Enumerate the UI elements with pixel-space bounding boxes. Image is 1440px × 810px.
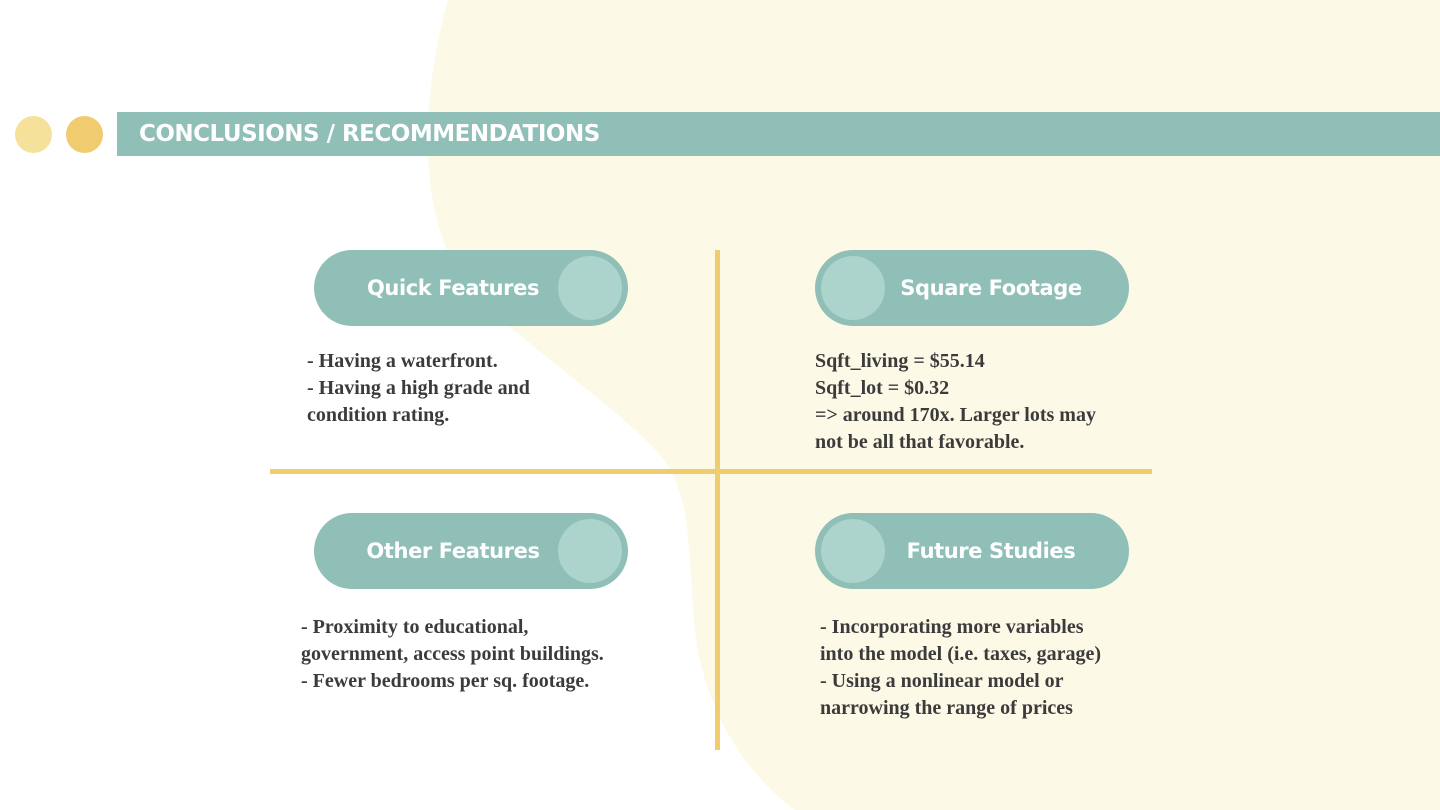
text-line: Sqft_living = $55.14 [815,350,985,372]
pill-circle [821,519,885,583]
pill-circle [821,256,885,320]
text-line: => around 170x. Larger lots may [815,404,1096,426]
text-line: - Using a nonlinear model or [820,670,1064,692]
square-footage-text: Sqft_living = $55.14 Sqft_lot = $0.32 =>… [815,348,1096,456]
text-line: narrowing the range of prices [820,697,1073,719]
pill-circle [558,256,622,320]
future-studies-pill: Future Studies [815,513,1129,589]
text-line: not be all that favorable. [815,431,1025,453]
title-band: CONCLUSIONS / RECOMMENDATIONS [117,112,1440,156]
pill-label: Quick Features [366,276,540,300]
pill-circle [558,519,622,583]
text-line: - Having a waterfront. [307,350,498,372]
decorative-dot-gold [66,116,103,153]
text-line: - Proximity to educational, [301,616,529,638]
text-line: - Incorporating more variables [820,616,1084,638]
text-line: into the model (i.e. taxes, garage) [820,643,1102,665]
text-line: government, access point buildings. [301,643,604,665]
cream-shape [427,0,1440,810]
vertical-divider [715,250,720,750]
horizontal-divider [270,469,1152,474]
square-footage-pill: Square Footage [815,250,1129,326]
text-line: - Fewer bedrooms per sq. footage. [301,670,590,692]
text-line: - Having a high grade and [307,377,530,399]
quick-features-text: - Having a waterfront. - Having a high g… [307,348,530,429]
text-line: Sqft_lot = $0.32 [815,377,950,399]
other-features-text: - Proximity to educational, government, … [301,614,604,695]
quick-features-pill: Quick Features [314,250,628,326]
pill-label: Future Studies [906,539,1076,563]
page-title: CONCLUSIONS / RECOMMENDATIONS [139,121,600,147]
pill-label: Square Footage [900,276,1082,300]
text-line: condition rating. [307,404,450,426]
decorative-dot-light [15,116,52,153]
pill-label: Other Features [366,539,540,563]
future-studies-text: - Incorporating more variables into the … [820,614,1101,722]
other-features-pill: Other Features [314,513,628,589]
